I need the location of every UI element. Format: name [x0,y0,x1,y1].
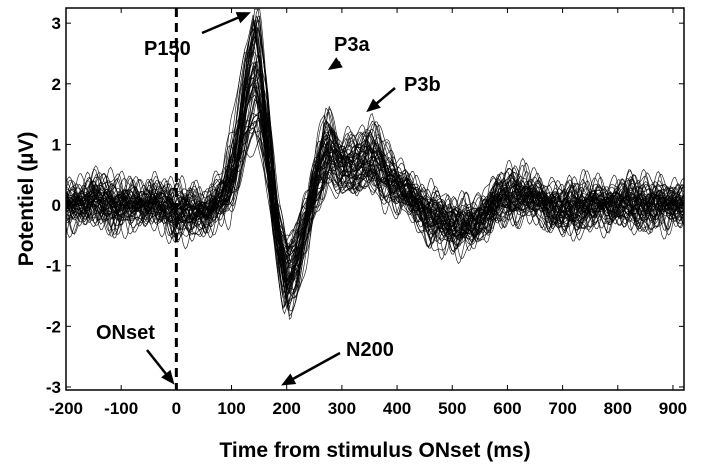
y-tick-label: -1 [46,257,61,276]
annotation-label: P3a [334,34,370,56]
annotation-label: P3b [404,74,441,96]
trial-trace [65,27,684,294]
annotation-arrowhead [366,98,381,113]
annotation-arrow-shaft [287,351,341,383]
y-tick-label: 2 [52,75,61,94]
x-tick-label: 100 [217,399,245,418]
x-axis-title: Time from stimulus ONset (ms) [219,439,530,462]
y-tick-label: 3 [52,14,61,33]
y-axis-title: Potentiel (µV) [15,132,38,267]
trial-trace [65,15,684,312]
trial-trace [66,97,684,258]
annotation-arrowhead [281,373,297,386]
x-tick-label: 600 [493,399,521,418]
trial-trace [65,86,684,266]
annotation-arrow-shaft [146,349,171,380]
x-tick-label: 0 [172,399,181,418]
annotation-arrowhead [161,369,175,385]
annotations: P150 P3a P3b N200 ONset [96,12,441,386]
y-tick-label: 1 [52,135,61,154]
x-tick-label: 800 [604,399,632,418]
x-tick-label: 200 [273,399,301,418]
x-tick-label: 400 [383,399,411,418]
trial-trace [65,74,684,282]
trial-trace [65,8,684,308]
trial-trace [65,15,684,295]
y-tick-label: 0 [52,196,61,215]
annotation-label: ONset [96,322,155,344]
x-tick-label: -100 [104,399,138,418]
trial-trace [65,126,684,269]
axis-ticks: -200 -100 0 100 200 300 400 500 600 700 800 900 -3 -2… [46,8,687,418]
trial-trace [65,84,684,251]
trial-trace [65,18,684,312]
trial-traces [65,8,684,321]
plot-frame [65,7,685,391]
y-tick-label: -3 [46,378,61,397]
x-tick-label: -200 [49,399,83,418]
y-tick-label: -2 [46,317,61,336]
annotation-label: N200 [346,339,394,361]
trial-trace [65,28,684,288]
x-tick-label: 900 [659,399,687,418]
trial-trace [65,53,684,269]
trial-trace [65,89,684,265]
annotation-arrowhead [235,12,251,24]
x-tick-label: 700 [548,399,576,418]
trial-trace [65,99,684,264]
annotation-label: P150 [144,38,191,60]
x-tick-label: 300 [328,399,356,418]
x-tick-label: 500 [438,399,466,418]
annotation-arrowhead [327,57,343,71]
trial-trace [65,21,684,315]
annotation-arrow-shaft [201,14,244,35]
